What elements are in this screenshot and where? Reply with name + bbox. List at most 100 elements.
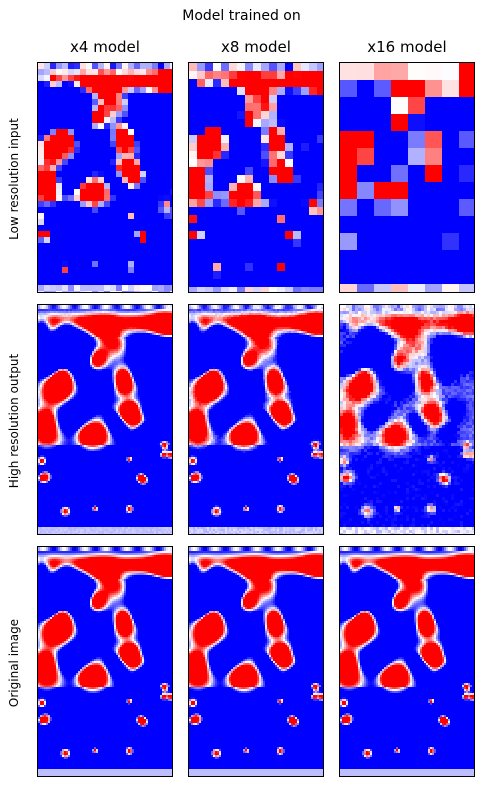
field-cell (44, 391, 47, 394)
field-cell (46, 407, 49, 410)
field-cell (68, 357, 71, 360)
field-cell (100, 407, 103, 410)
field-cell (142, 331, 145, 334)
field-cell (189, 207, 198, 216)
field-cell (148, 317, 151, 320)
field-cell (142, 355, 145, 358)
field-cell (146, 365, 149, 368)
field-cell (205, 263, 214, 272)
field-cell (74, 305, 77, 308)
field-cell (64, 379, 67, 382)
field-cell (86, 153, 93, 160)
field-cell (140, 341, 143, 344)
field-cell (92, 397, 95, 400)
field-cell (68, 165, 75, 172)
field-cell (94, 393, 97, 396)
field-cell (98, 243, 105, 250)
field-cell (425, 284, 443, 292)
field-cell (68, 255, 75, 262)
field-cell (108, 349, 111, 352)
field-cell (90, 337, 93, 340)
field-cell (68, 363, 71, 366)
field-cell (144, 377, 147, 380)
field-cell (92, 399, 95, 402)
field-cell (94, 361, 97, 364)
field-cell (148, 369, 151, 372)
field-cell (92, 255, 99, 262)
field-cell (269, 223, 278, 232)
field-cell (229, 207, 238, 216)
field-cell (156, 367, 159, 370)
field-cell (72, 407, 75, 410)
field-cell (237, 167, 246, 176)
field-cell (170, 389, 172, 392)
field-cell (124, 311, 127, 314)
field-cell (60, 371, 63, 374)
field-cell (269, 159, 278, 168)
field-cell (64, 331, 67, 334)
field-cell (50, 315, 53, 318)
field-cell (156, 331, 159, 334)
field-cell (221, 287, 230, 292)
field-cell (66, 315, 69, 318)
field-cell (301, 207, 310, 216)
field-cell (52, 349, 55, 352)
field-cell (70, 353, 73, 356)
field-cell (261, 103, 270, 112)
field-cell (76, 347, 79, 350)
field-cell (38, 159, 45, 166)
field-cell (170, 337, 172, 340)
field-cell (38, 105, 45, 112)
field-cell (74, 105, 81, 112)
field-cell (74, 117, 81, 124)
field-cell (164, 225, 171, 232)
field-cell (60, 343, 63, 346)
field-cell (106, 369, 109, 372)
field-cell (170, 363, 172, 366)
field-cell (50, 383, 53, 386)
field-cell (118, 389, 121, 392)
field-cell (104, 325, 107, 328)
field-cell (126, 367, 129, 370)
field-cell (68, 129, 75, 136)
field-cell (142, 383, 145, 386)
field-cell (76, 405, 79, 408)
field-cell (253, 223, 262, 232)
field-cell (98, 255, 105, 262)
field-cell (108, 381, 111, 384)
field-cell (98, 183, 105, 190)
field-cell (90, 385, 93, 388)
field-cell (86, 183, 93, 190)
field-cell (72, 327, 75, 330)
field-cell (40, 401, 43, 404)
field-cell (56, 279, 63, 286)
field-cell (154, 347, 157, 350)
field-cell (82, 335, 85, 338)
field-cell (82, 341, 85, 344)
field-cell (78, 357, 81, 360)
field-cell (104, 231, 111, 238)
field-cell (50, 273, 57, 280)
field-cell (84, 311, 87, 314)
field-cell (301, 79, 310, 88)
field-cell (229, 263, 238, 272)
field-cell (158, 315, 161, 318)
field-cell (68, 305, 71, 308)
field-cell (118, 333, 121, 336)
field-cell (166, 347, 169, 350)
field-cell (152, 385, 155, 388)
field-cell (44, 207, 51, 214)
field-cell (245, 287, 254, 292)
field-cell (340, 199, 358, 217)
field-cell (116, 237, 123, 244)
field-cell (108, 397, 111, 400)
field-cell (166, 407, 169, 410)
field-cell (64, 325, 67, 328)
field-cell (66, 355, 69, 358)
field-cell (160, 311, 163, 314)
field-cell (317, 87, 323, 96)
field-cell (293, 191, 302, 200)
field-cell (68, 365, 71, 368)
field-cell (38, 341, 41, 344)
field-cell (90, 305, 93, 308)
